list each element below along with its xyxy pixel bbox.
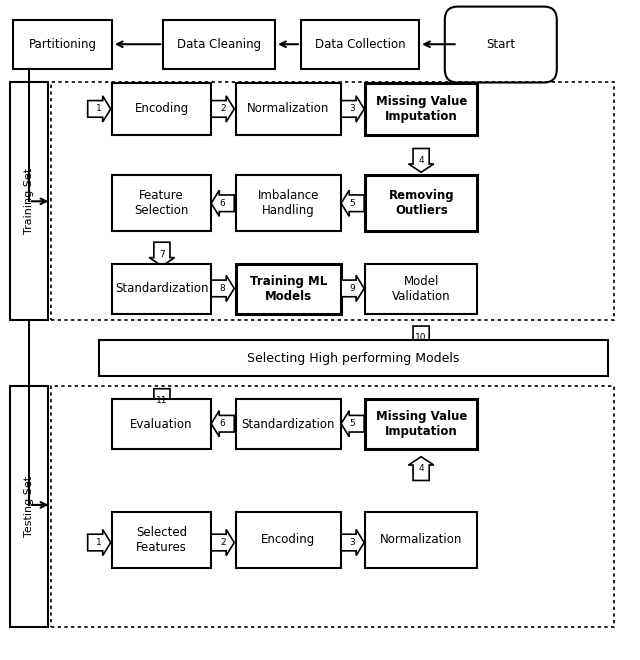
Bar xyxy=(10,386,48,627)
Text: Selected
Features: Selected Features xyxy=(136,525,187,554)
Polygon shape xyxy=(211,529,234,556)
Polygon shape xyxy=(341,96,364,122)
Text: 6: 6 xyxy=(220,419,225,428)
Text: 2: 2 xyxy=(220,104,225,114)
Text: Data Cleaning: Data Cleaning xyxy=(177,38,261,51)
FancyBboxPatch shape xyxy=(365,512,477,568)
Polygon shape xyxy=(88,529,111,556)
Polygon shape xyxy=(408,326,434,350)
Text: 6: 6 xyxy=(220,199,225,208)
Polygon shape xyxy=(408,457,434,480)
FancyBboxPatch shape xyxy=(301,20,419,69)
FancyBboxPatch shape xyxy=(112,175,211,231)
Text: 5: 5 xyxy=(350,419,355,428)
FancyBboxPatch shape xyxy=(112,264,211,314)
Text: Removing
Outliers: Removing Outliers xyxy=(388,189,454,217)
Polygon shape xyxy=(211,411,234,437)
Bar xyxy=(51,386,614,627)
Text: Normalization: Normalization xyxy=(247,102,330,115)
FancyBboxPatch shape xyxy=(236,512,341,568)
Text: 10: 10 xyxy=(415,333,427,343)
Text: 7: 7 xyxy=(159,249,164,259)
Text: Data Collection: Data Collection xyxy=(315,38,405,51)
Polygon shape xyxy=(211,96,234,122)
Text: 9: 9 xyxy=(350,284,355,293)
Text: 3: 3 xyxy=(350,538,355,547)
Polygon shape xyxy=(88,96,111,122)
FancyBboxPatch shape xyxy=(99,340,608,376)
Polygon shape xyxy=(211,275,234,302)
Text: Model
Validation: Model Validation xyxy=(392,275,451,303)
Text: 5: 5 xyxy=(350,199,355,208)
FancyBboxPatch shape xyxy=(365,175,477,231)
Text: Evaluation: Evaluation xyxy=(131,418,193,430)
Bar xyxy=(51,82,614,320)
Text: Feature
Selection: Feature Selection xyxy=(134,189,189,217)
Polygon shape xyxy=(149,389,175,412)
Text: 8: 8 xyxy=(220,284,225,293)
FancyBboxPatch shape xyxy=(236,175,341,231)
Text: Missing Value
Imputation: Missing Value Imputation xyxy=(376,410,467,438)
FancyBboxPatch shape xyxy=(163,20,275,69)
FancyBboxPatch shape xyxy=(445,7,557,82)
Text: Encoding: Encoding xyxy=(134,102,189,115)
Polygon shape xyxy=(211,190,234,216)
Text: 3: 3 xyxy=(350,104,355,114)
Text: Standardization: Standardization xyxy=(115,282,209,295)
Polygon shape xyxy=(149,242,175,266)
Polygon shape xyxy=(341,190,364,216)
Polygon shape xyxy=(341,411,364,437)
FancyBboxPatch shape xyxy=(365,399,477,449)
Text: Training ML
Models: Training ML Models xyxy=(250,275,327,303)
Text: Normalization: Normalization xyxy=(380,533,463,546)
Text: Imbalance
Handling: Imbalance Handling xyxy=(258,189,319,217)
FancyBboxPatch shape xyxy=(112,399,211,449)
Polygon shape xyxy=(408,148,434,172)
Bar xyxy=(10,82,48,320)
Text: 11: 11 xyxy=(156,396,168,405)
FancyBboxPatch shape xyxy=(365,264,477,314)
Text: Missing Value
Imputation: Missing Value Imputation xyxy=(376,95,467,123)
Polygon shape xyxy=(341,275,364,302)
FancyBboxPatch shape xyxy=(13,20,112,69)
Text: 1: 1 xyxy=(97,104,102,114)
Text: Training Set: Training Set xyxy=(24,168,34,234)
Text: Partitioning: Partitioning xyxy=(28,38,97,51)
FancyBboxPatch shape xyxy=(236,264,341,314)
Text: 1: 1 xyxy=(97,538,102,547)
Text: Start: Start xyxy=(486,38,515,51)
FancyBboxPatch shape xyxy=(236,399,341,449)
FancyBboxPatch shape xyxy=(112,82,211,135)
Text: Selecting High performing Models: Selecting High performing Models xyxy=(248,352,460,364)
Text: 4: 4 xyxy=(419,464,424,473)
Text: 4: 4 xyxy=(419,156,424,165)
Text: Testing Set: Testing Set xyxy=(24,476,34,537)
Text: 2: 2 xyxy=(220,538,225,547)
Polygon shape xyxy=(341,529,364,556)
Text: Encoding: Encoding xyxy=(261,533,316,546)
FancyBboxPatch shape xyxy=(236,82,341,135)
FancyBboxPatch shape xyxy=(365,82,477,135)
FancyBboxPatch shape xyxy=(112,512,211,568)
Text: Standardization: Standardization xyxy=(241,418,335,430)
